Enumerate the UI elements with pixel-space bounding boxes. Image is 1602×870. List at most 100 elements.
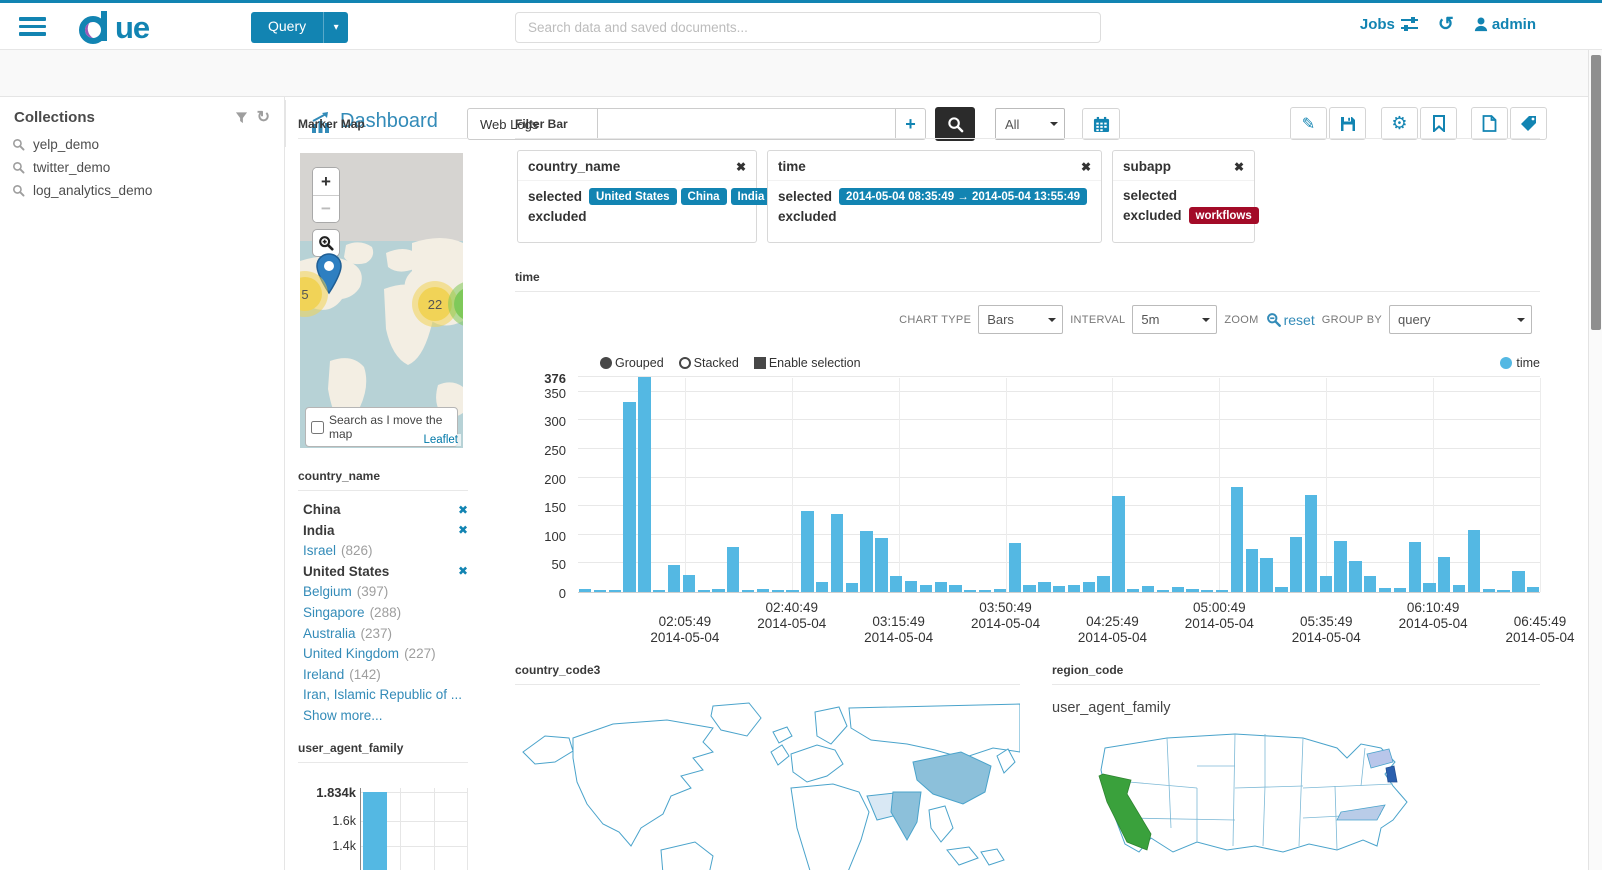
chevron-down-icon[interactable]: ▾	[323, 12, 348, 43]
new-document-button[interactable]	[1471, 107, 1508, 140]
time-bar[interactable]	[1171, 587, 1184, 592]
collection-selector[interactable]: Web Logs	[467, 108, 598, 140]
time-bar[interactable]	[1156, 590, 1169, 592]
collection-item[interactable]: twitter_demo	[10, 156, 276, 179]
facet-item[interactable]: China ✖	[303, 502, 468, 517]
time-bar[interactable]	[1378, 588, 1392, 592]
time-bar[interactable]	[1067, 585, 1081, 592]
time-bar[interactable]	[978, 590, 992, 592]
time-bar[interactable]	[1230, 486, 1244, 592]
facet-show-more-link[interactable]: Show more...	[303, 707, 383, 723]
time-bar[interactable]	[1423, 583, 1436, 592]
hamburger-menu-button[interactable]	[19, 17, 46, 37]
time-bar[interactable]	[816, 582, 829, 592]
close-icon[interactable]: ✖	[1233, 159, 1244, 174]
facet-item[interactable]: Belgium (397)	[303, 584, 468, 599]
map-state-north-carolina[interactable]	[1336, 804, 1386, 821]
time-bar[interactable]	[919, 585, 932, 592]
time-bar[interactable]	[1053, 586, 1066, 592]
leaflet-attribution-link[interactable]: Leaflet	[420, 434, 461, 446]
time-bar[interactable]	[845, 583, 858, 592]
facet-item[interactable]: Australia (237)	[303, 626, 468, 641]
time-bar[interactable]	[1334, 540, 1347, 592]
user-agent-family-chart[interactable]: 1.834k 1.6k 1.4k	[298, 776, 470, 870]
scrollbar[interactable]	[1588, 50, 1602, 870]
time-bar[interactable]	[1467, 529, 1481, 592]
time-bar[interactable]	[934, 582, 947, 592]
filter-chip[interactable]: China	[680, 188, 727, 205]
filter-funnel-icon[interactable]	[235, 111, 248, 124]
query-button[interactable]: Query ▾	[251, 12, 349, 43]
time-bar[interactable]	[1304, 494, 1318, 592]
time-bar[interactable]	[964, 590, 977, 592]
time-bar[interactable]	[860, 530, 873, 592]
time-bar[interactable]	[1275, 587, 1288, 592]
facet-item[interactable]: Ireland (142)	[303, 667, 468, 682]
time-bar[interactable]	[712, 589, 725, 592]
facet-remove-icon[interactable]: ✖	[457, 564, 468, 579]
us-map[interactable]	[1085, 726, 1445, 870]
time-bar[interactable]	[786, 590, 799, 592]
map-search-checkbox[interactable]	[311, 420, 324, 434]
time-bar[interactable]	[1260, 558, 1273, 592]
hue-logo[interactable]: ue	[78, 9, 150, 47]
time-bar[interactable]	[1082, 582, 1095, 592]
map-country-india[interactable]	[890, 791, 922, 842]
interval-select[interactable]: 5m	[1132, 305, 1218, 334]
collection-item[interactable]: log_analytics_demo	[10, 179, 276, 202]
time-bar[interactable]	[638, 377, 651, 592]
time-bar[interactable]	[875, 538, 888, 592]
time-bar[interactable]	[1023, 585, 1036, 592]
filter-chip[interactable]: United States	[589, 188, 677, 205]
add-filter-button[interactable]: +	[896, 108, 926, 140]
time-bar[interactable]	[1482, 589, 1495, 592]
zoom-reset-link[interactable]: reset	[1266, 312, 1315, 328]
time-bar[interactable]	[801, 510, 814, 592]
filter-chip[interactable]: 2014-05-04 08:35:49 → 2014-05-04 13:55:4…	[839, 188, 1088, 205]
us-map-widget[interactable]	[1085, 726, 1445, 870]
map-box-zoom-button[interactable]	[312, 229, 340, 257]
time-bar[interactable]	[1512, 571, 1525, 592]
map-state-california[interactable]	[1098, 773, 1152, 851]
jobs-link[interactable]: Jobs	[1360, 16, 1418, 33]
time-bar[interactable]	[593, 590, 607, 592]
marker-map[interactable]: + − 5 222 Search as I move the map Leafle…	[300, 153, 463, 448]
time-bar[interactable]	[1527, 586, 1540, 592]
facet-remove-icon[interactable]: ✖	[457, 523, 468, 538]
settings-button[interactable]: ⚙	[1381, 107, 1418, 140]
time-bar[interactable]	[1408, 542, 1421, 592]
time-bar[interactable]	[890, 576, 903, 592]
time-bar[interactable]	[1186, 588, 1199, 592]
search-submit-button[interactable]	[935, 107, 975, 141]
map-marker-pin[interactable]	[315, 253, 343, 295]
close-icon[interactable]: ✖	[735, 159, 746, 174]
chart-type-select[interactable]: Bars	[978, 305, 1064, 334]
save-dashboard-button[interactable]	[1329, 107, 1366, 140]
time-bar[interactable]	[1319, 576, 1332, 592]
time-bar[interactable]	[993, 588, 1007, 592]
filter-chip-excluded[interactable]: workflows	[1188, 207, 1259, 224]
facet-item[interactable]: Singapore (288)	[303, 605, 468, 620]
time-bar[interactable]	[1141, 586, 1155, 592]
time-bar[interactable]	[653, 590, 666, 592]
time-bar[interactable]	[1364, 576, 1377, 592]
tags-button[interactable]	[1510, 107, 1547, 140]
time-bar[interactable]	[949, 585, 962, 592]
collection-item[interactable]: yelp_demo	[10, 133, 276, 156]
time-bar[interactable]	[727, 546, 740, 592]
map-zoom-out-button[interactable]: −	[313, 195, 339, 222]
time-bar[interactable]	[682, 575, 695, 592]
dashboard-query-input[interactable]	[598, 108, 896, 140]
time-bar[interactable]	[1215, 590, 1229, 592]
refresh-icon[interactable]: ↻	[256, 109, 270, 126]
map-country-china[interactable]	[912, 751, 992, 805]
time-range-select[interactable]: All	[995, 108, 1065, 140]
time-bar[interactable]	[771, 590, 784, 592]
time-bar[interactable]	[1201, 590, 1214, 592]
user-menu[interactable]: admin	[1474, 16, 1536, 33]
time-bar[interactable]	[741, 590, 755, 592]
scrollbar-thumb[interactable]	[1591, 55, 1601, 330]
map-zoom-in-button[interactable]: +	[313, 168, 339, 195]
time-bar[interactable]	[1393, 588, 1406, 592]
map-cluster[interactable]: 2	[448, 281, 463, 327]
